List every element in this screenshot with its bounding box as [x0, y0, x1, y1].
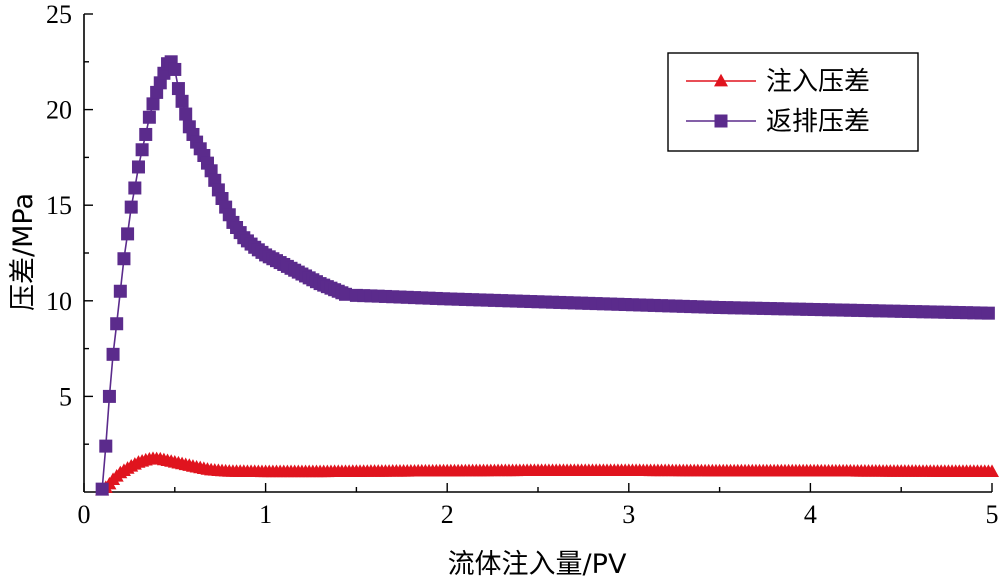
data-point [102, 389, 116, 403]
y-axis-title: 压差/MPa [8, 193, 39, 311]
legend-marker-injection [714, 73, 728, 87]
legend-box [667, 52, 919, 152]
series-flowback [95, 55, 995, 496]
data-point [131, 160, 145, 174]
data-point [124, 200, 138, 214]
y-tick-label: 5 [59, 382, 72, 411]
series-layer [95, 55, 999, 496]
x-tick-label: 2 [441, 500, 454, 529]
y-tick-label: 15 [46, 191, 72, 220]
data-point [110, 317, 124, 331]
data-point [146, 97, 160, 111]
x-tick-label: 5 [986, 500, 999, 529]
data-point [95, 482, 109, 496]
data-point [175, 94, 189, 108]
data-point [168, 62, 182, 76]
data-point [985, 464, 999, 477]
y-tick-label: 25 [46, 0, 72, 29]
x-tick-label: 3 [622, 500, 635, 529]
legend-label-flowback: 返排压差 [766, 107, 870, 137]
x-tick-label: 4 [804, 500, 817, 529]
series-injection [95, 451, 999, 496]
data-point [142, 110, 156, 124]
data-point [171, 82, 185, 96]
data-point [179, 107, 193, 121]
data-point [99, 439, 113, 453]
legend-marker-shape [714, 73, 728, 87]
data-point [117, 252, 131, 266]
y-tick-label: 20 [46, 96, 72, 125]
data-point [113, 284, 127, 298]
x-axis-title: 流体注入量/PV [448, 549, 627, 580]
y-tick-label: 10 [46, 287, 72, 316]
axes-layer: 0 1 2 3 4 5 5 10 15 20 25 [46, 0, 999, 529]
data-point [106, 347, 120, 361]
legend-marker-shape [714, 114, 728, 128]
x-tick-label: 1 [259, 500, 272, 529]
legend: 注入压差 返排压差 [667, 52, 919, 152]
data-point [339, 287, 353, 301]
data-point [135, 143, 149, 157]
legend-label-injection: 注入压差 [766, 67, 870, 97]
data-point [128, 181, 142, 195]
x-tick-label: 0 [78, 500, 91, 529]
legend-marker-flowback [714, 114, 728, 128]
data-point [121, 227, 135, 241]
data-point [139, 127, 153, 141]
data-point [981, 306, 995, 320]
